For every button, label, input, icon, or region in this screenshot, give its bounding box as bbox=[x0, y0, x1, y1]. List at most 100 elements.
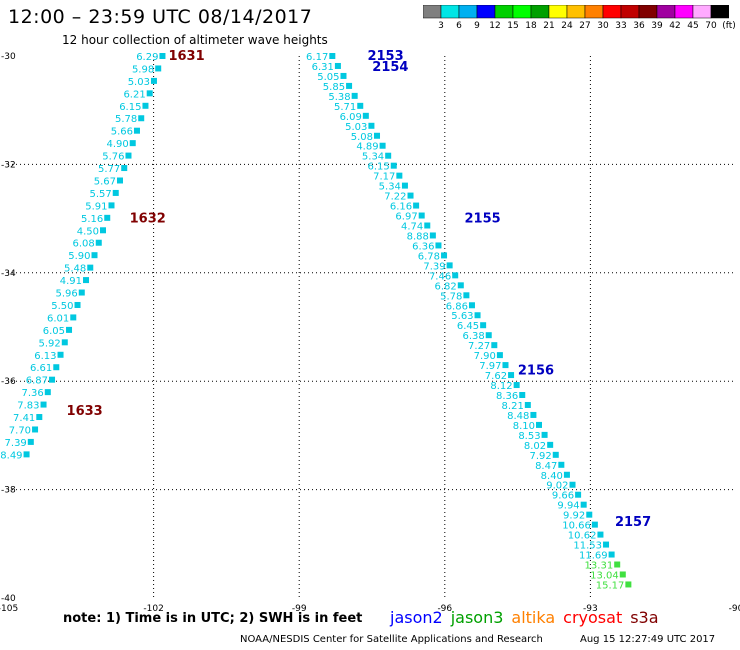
swh-value-label: 6.15 bbox=[119, 102, 141, 113]
swh-point-marker bbox=[91, 252, 98, 259]
swh-value-label: 6.82 bbox=[435, 281, 457, 292]
swh-value-label: 6.09 bbox=[340, 112, 362, 123]
swh-point-marker bbox=[329, 53, 336, 59]
lat-tick-label: -40 bbox=[1, 594, 16, 604]
footer-note: note: 1) Time is in UTC; 2) SWH is in fe… bbox=[63, 611, 363, 626]
swh-point-marker bbox=[49, 376, 56, 383]
swh-point-marker bbox=[78, 289, 85, 296]
orbit-number-label: 1633 bbox=[67, 404, 103, 419]
swh-value-label: 5.90 bbox=[68, 251, 90, 262]
lon-tick-label: -102 bbox=[143, 604, 163, 614]
legend-item-s3a: s3a bbox=[630, 608, 659, 627]
swh-value-label: 6.45 bbox=[457, 321, 479, 332]
swh-value-label: 10.62 bbox=[568, 531, 597, 542]
swh-value-label: 6.86 bbox=[446, 301, 468, 312]
swh-value-label: 4.90 bbox=[106, 139, 128, 150]
swh-value-label: 5.63 bbox=[451, 311, 473, 322]
swh-point-marker bbox=[597, 531, 604, 538]
color-swatch bbox=[548, 5, 568, 19]
swh-value-label: 8.53 bbox=[518, 431, 540, 442]
swh-point-marker bbox=[424, 222, 431, 229]
orbit-number-label: 2156 bbox=[518, 363, 554, 378]
color-swatch bbox=[710, 5, 729, 19]
color-swatch bbox=[620, 5, 640, 19]
swh-point-marker bbox=[625, 581, 632, 588]
swh-point-marker bbox=[70, 314, 77, 321]
swh-value-label: 7.62 bbox=[485, 371, 507, 382]
swh-value-label: 5.71 bbox=[334, 102, 356, 113]
color-scale-label: 39 bbox=[651, 21, 663, 31]
color-swatch bbox=[566, 5, 586, 19]
swh-point-marker bbox=[142, 102, 149, 109]
swh-point-marker bbox=[27, 438, 34, 445]
swh-value-label: 6.13 bbox=[34, 351, 56, 362]
swh-value-label: 5.91 bbox=[85, 201, 107, 212]
swh-point-marker bbox=[104, 214, 111, 221]
swh-value-label: 9.02 bbox=[546, 481, 568, 492]
swh-value-label: 6.38 bbox=[462, 331, 484, 342]
swh-value-label: 7.22 bbox=[384, 192, 406, 203]
swh-value-label: 5.76 bbox=[102, 152, 124, 163]
swh-value-label: 6.29 bbox=[136, 52, 158, 63]
swh-point-marker bbox=[558, 461, 565, 468]
page-title: 12:00 – 23:59 UTC 08/14/2017 bbox=[8, 6, 313, 28]
swh-point-marker bbox=[357, 102, 364, 109]
orbit-number-label: 1632 bbox=[130, 212, 166, 227]
swh-point-marker bbox=[32, 426, 39, 433]
swh-point-marker bbox=[379, 142, 386, 149]
swh-value-label: 5.34 bbox=[379, 182, 401, 193]
legend-item-jason2: jason2 bbox=[390, 608, 443, 627]
swh-point-marker bbox=[413, 202, 420, 209]
color-scale-label: 42 bbox=[669, 21, 681, 31]
swh-point-marker bbox=[150, 77, 157, 84]
legend-item-altika: altika bbox=[511, 608, 556, 627]
swh-value-label: 8.12 bbox=[490, 381, 512, 392]
color-swatch bbox=[692, 5, 712, 19]
color-scale-label: 24 bbox=[561, 21, 573, 31]
swh-point-marker bbox=[591, 521, 598, 528]
color-swatch bbox=[530, 5, 550, 19]
swh-point-marker bbox=[385, 152, 392, 159]
swh-value-label: 7.36 bbox=[22, 388, 44, 399]
swh-value-label: 5.78 bbox=[440, 291, 462, 302]
swh-point-marker bbox=[496, 352, 503, 359]
swh-point-marker bbox=[603, 541, 610, 548]
swh-point-marker bbox=[100, 227, 106, 234]
satellite-legend: jason2 jason3 altika cryosat s3a bbox=[390, 608, 667, 627]
swh-value-label: 8.47 bbox=[535, 461, 557, 472]
generated-timestamp: Aug 15 12:27:49 UTC 2017 bbox=[580, 634, 716, 645]
swh-value-label: 8.49 bbox=[0, 450, 22, 461]
lon-tick-label: -93 bbox=[583, 604, 598, 614]
color-scale-labels: 3 6 9 12 15 18 21 24 27 30 33 36 39 42 45 70 (ft) bbox=[423, 21, 740, 33]
swh-point-marker bbox=[112, 189, 119, 196]
swh-value-label: 5.50 bbox=[51, 301, 73, 312]
swh-value-label: 5.34 bbox=[362, 152, 384, 163]
swh-point-marker bbox=[535, 421, 542, 428]
color-swatch bbox=[674, 5, 694, 19]
swh-point-marker bbox=[552, 451, 559, 458]
color-scale-bar bbox=[423, 5, 729, 19]
swh-value-label: 7.70 bbox=[9, 425, 31, 436]
swh-value-label: 6.16 bbox=[390, 202, 412, 213]
swh-point-marker bbox=[452, 272, 459, 279]
color-swatch bbox=[512, 5, 532, 19]
legend-item-jason3: jason3 bbox=[450, 608, 504, 627]
orbit-number-label: 2157 bbox=[615, 515, 651, 530]
swh-point-marker bbox=[541, 431, 548, 438]
swh-value-label: 13.04 bbox=[590, 570, 619, 581]
swh-point-marker bbox=[83, 277, 90, 284]
swh-value-label: 5.48 bbox=[64, 264, 86, 275]
swh-value-label: 8.36 bbox=[496, 391, 518, 402]
swh-value-label: 5.92 bbox=[39, 338, 61, 349]
orbit-number-label: 1631 bbox=[168, 49, 204, 64]
swh-point-marker bbox=[133, 127, 140, 134]
credit-text: NOAA/NESDIS Center for Satellite Applica… bbox=[240, 634, 543, 645]
swh-point-marker bbox=[40, 401, 47, 408]
legend-item-cryosat: cryosat bbox=[563, 608, 623, 627]
swh-point-marker bbox=[74, 301, 81, 308]
color-scale-label: 36 bbox=[633, 21, 645, 31]
color-scale-label: 6 bbox=[456, 21, 462, 31]
swh-value-label: 9.92 bbox=[563, 511, 585, 522]
swh-point-marker bbox=[508, 372, 515, 379]
